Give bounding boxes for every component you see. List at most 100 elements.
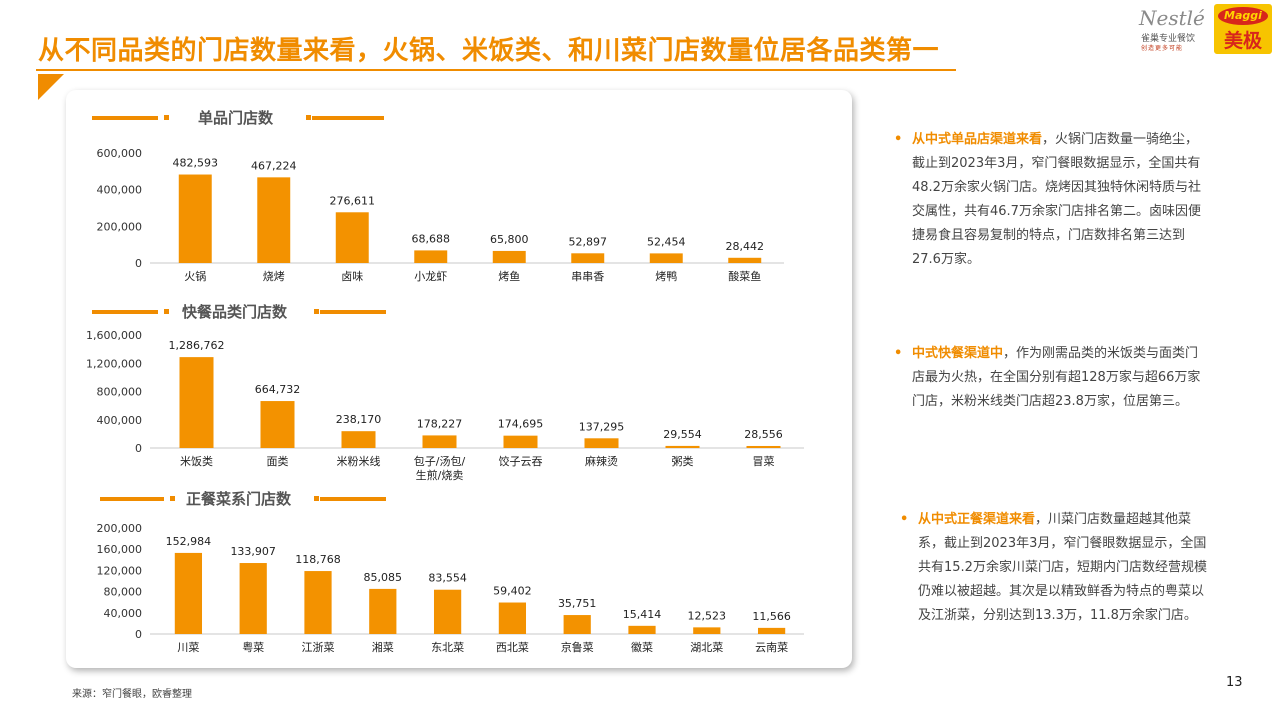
chart3-ytick-label: 160,000 bbox=[97, 543, 143, 556]
chart2-category-label: 冒菜 bbox=[753, 455, 775, 468]
chart2-value-label: 664,732 bbox=[255, 383, 301, 396]
chart2-bar bbox=[422, 435, 457, 448]
chart3-bar bbox=[433, 589, 462, 634]
chart2-bar bbox=[665, 445, 700, 448]
page-number: 13 bbox=[1226, 675, 1243, 690]
chart2-bar bbox=[584, 438, 619, 448]
chart2-bar bbox=[341, 431, 376, 448]
nestle-logo-sub: 雀巢专业餐饮 bbox=[1141, 34, 1196, 44]
maggi-logo-cn: 美极 bbox=[1223, 30, 1262, 52]
chart3-value-label: 59,402 bbox=[493, 585, 532, 598]
chart2-value-label: 174,695 bbox=[498, 418, 544, 431]
chart3-bar bbox=[369, 588, 397, 634]
chart3-category-label: 川菜 bbox=[177, 641, 199, 654]
chart1-bar bbox=[414, 250, 448, 263]
page-title: 从不同品类的门店数量来看，火锅、米饭类、和川菜门店数量位居各品类第一 bbox=[38, 36, 940, 66]
chart3-value-label: 83,554 bbox=[428, 572, 467, 585]
chart3-value-label: 35,751 bbox=[558, 597, 597, 610]
chart3-value-label: 85,085 bbox=[364, 571, 403, 584]
chart2-title-line-right bbox=[320, 310, 386, 314]
chart2-value-label: 29,554 bbox=[663, 428, 702, 441]
chart3-title-line-left bbox=[100, 497, 164, 501]
chart1-bar bbox=[178, 174, 212, 263]
chart2-value-label: 178,227 bbox=[417, 417, 463, 430]
chart2-bar bbox=[503, 435, 538, 448]
chart1-category-label: 串串香 bbox=[571, 270, 604, 283]
chart3-category-label: 湘菜 bbox=[372, 640, 394, 654]
corner-triangle bbox=[38, 74, 64, 100]
chart1-value-label: 28,442 bbox=[726, 240, 765, 253]
chart2-bar bbox=[179, 357, 214, 448]
chart2-value-label: 238,170 bbox=[336, 413, 382, 426]
nestle-logo-name: Nestlé bbox=[1139, 6, 1205, 30]
chart1-value-label: 68,688 bbox=[412, 232, 451, 245]
chart3-title-dot-left bbox=[170, 496, 175, 501]
chart1-ytick-label: 600,000 bbox=[97, 147, 143, 160]
chart3-category-label: 京鲁菜 bbox=[561, 640, 594, 654]
chart2-ytick-label: 1,200,000 bbox=[86, 357, 142, 370]
chart2-ytick-label: 400,000 bbox=[97, 414, 143, 427]
chart1-value-label: 52,454 bbox=[647, 235, 686, 248]
chart1-bar bbox=[571, 253, 605, 263]
chart2-title: 快餐品类门店数 bbox=[182, 303, 288, 321]
chart2-category-label: 米饭类 bbox=[180, 454, 213, 468]
chart2-title-line-left bbox=[92, 310, 158, 314]
chart1-bar bbox=[492, 250, 526, 263]
chart3-title: 正餐菜系门店数 bbox=[186, 490, 292, 508]
chart3-category-label: 湖北菜 bbox=[690, 641, 723, 654]
chart1-bar bbox=[728, 257, 762, 263]
chart1-value-label: 52,897 bbox=[569, 235, 608, 248]
chart1-category-label: 酸菜鱼 bbox=[728, 269, 761, 283]
chart1-value-label: 276,611 bbox=[330, 194, 376, 207]
chart1-bar bbox=[335, 212, 369, 263]
chart2-value-label: 137,295 bbox=[579, 420, 625, 433]
chart3-ytick-label: 0 bbox=[135, 628, 142, 641]
chart3-value-label: 15,414 bbox=[623, 608, 662, 621]
chart3-ytick-label: 40,000 bbox=[104, 607, 143, 620]
charts-svg: 单品门店数 0 200,000 400,000 600,000 482,593 火锅 467,… bbox=[86, 109, 804, 654]
insight-bullet-2: • 中式快餐渠道中，作为刚需品类的米饭类与面类门店最为火热，在全国分别有超128… bbox=[894, 342, 1206, 414]
chart1-category-label: 烤鸭 bbox=[655, 269, 677, 283]
bullet-dot: • bbox=[900, 512, 909, 527]
chart3-bar bbox=[628, 625, 656, 634]
insight-highlight-1: 从中式单品店渠道来看 bbox=[912, 132, 1043, 147]
chart2-bar bbox=[260, 401, 295, 448]
bullet-dot: • bbox=[894, 132, 903, 147]
chart3-bar bbox=[757, 627, 786, 634]
chart1-title-line-right bbox=[312, 116, 384, 120]
chart1-ytick-label: 400,000 bbox=[97, 184, 143, 197]
chart3-category-label: 西北菜 bbox=[496, 641, 529, 654]
chart1-bar bbox=[649, 253, 683, 263]
chart2-value-label: 1,286,762 bbox=[169, 339, 225, 352]
nestle-logo-tagline: 创造更多可能 bbox=[1141, 45, 1184, 52]
chart1-value-label: 65,800 bbox=[490, 233, 529, 246]
maggi-logo-name: Maggi bbox=[1218, 7, 1268, 25]
chart2-value-label: 28,556 bbox=[744, 428, 783, 441]
chart1-title: 单品门店数 bbox=[198, 109, 274, 127]
chart3-bar bbox=[304, 571, 332, 634]
chart1-value-label: 467,224 bbox=[251, 159, 297, 172]
insight-highlight-2: 中式快餐渠道中 bbox=[912, 346, 1004, 361]
source-note: 来源：窄门餐眼，欧睿整理 bbox=[72, 689, 192, 700]
chart2-ytick-label: 800,000 bbox=[97, 386, 143, 399]
chart2-category-label: 生煎/烧卖 bbox=[416, 468, 464, 482]
chart1-ytick-label: 200,000 bbox=[97, 220, 143, 233]
chart3-ytick-label: 120,000 bbox=[97, 564, 143, 577]
chart1-value-label: 482,593 bbox=[173, 157, 219, 170]
chart2-category-label: 麻辣烫 bbox=[585, 454, 618, 468]
chart2-category-label: 包子/汤包/ bbox=[414, 454, 466, 468]
chart3-category-label: 云南菜 bbox=[755, 641, 788, 654]
chart3-category-label: 粤菜 bbox=[242, 640, 264, 654]
chart1-category-label: 卤味 bbox=[341, 270, 363, 283]
chart1-category-label: 烧烤 bbox=[263, 269, 285, 283]
title-underline bbox=[36, 69, 956, 71]
insight-bullet-3: • 从中式正餐渠道来看，川菜门店数量超越其他菜系，截止到2023年3月，窄门餐眼… bbox=[900, 508, 1212, 628]
chart1-ytick-label: 0 bbox=[135, 257, 142, 270]
chart3-bar bbox=[563, 615, 591, 634]
chart1-category-label: 小龙虾 bbox=[414, 270, 447, 283]
chart3-category-label: 徽菜 bbox=[631, 640, 653, 654]
insight-text-3: ，川菜门店数量超越其他菜系，截止到2023年3月，窄门餐眼数据显示，全国共有15… bbox=[918, 512, 1207, 623]
insight-bullet-1: • 从中式单品店渠道来看，火锅门店数量一骑绝尘，截止到2023年3月，窄门餐眼数… bbox=[894, 128, 1206, 272]
insight-text-1: ，火锅门店数量一骑绝尘，截止到2023年3月，窄门餐眼数据显示，全国共有48.2… bbox=[912, 132, 1201, 267]
chart3-value-label: 133,907 bbox=[230, 545, 276, 558]
